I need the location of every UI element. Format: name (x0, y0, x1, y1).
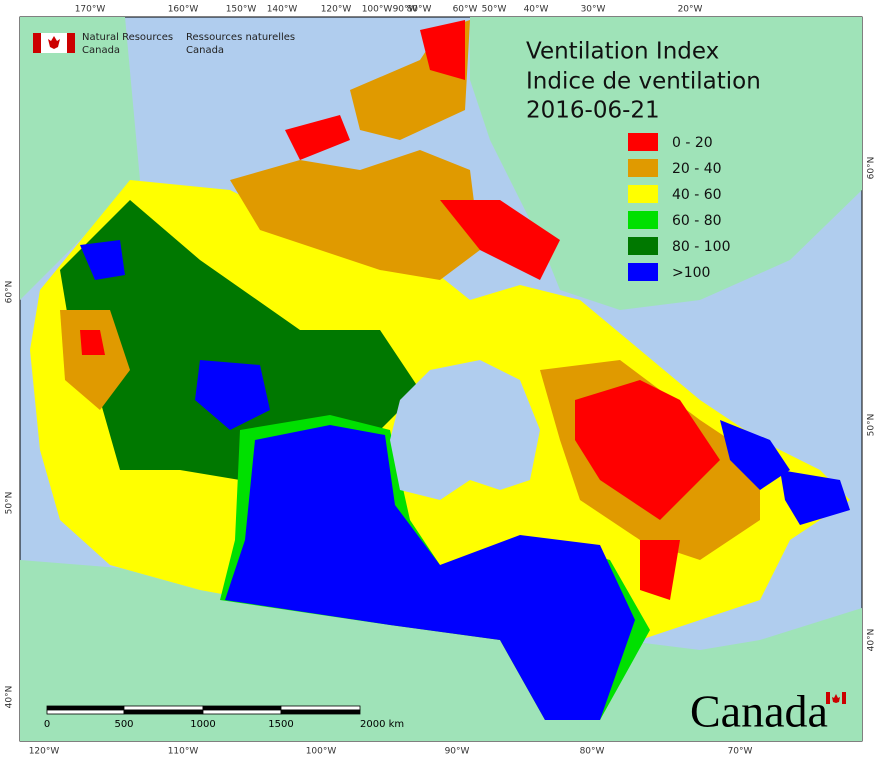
zone-red-gaspe (640, 540, 680, 600)
legend-label: 40 - 60 (672, 187, 722, 203)
title-fr: Indice de ventilation (526, 69, 761, 95)
alaska (20, 17, 140, 300)
scale-label: 0 (44, 719, 50, 730)
lat-label-left: 40°N (5, 686, 15, 709)
legend-swatch (628, 159, 658, 177)
flag-bar-left (33, 33, 41, 53)
arctic-red-baffin (440, 200, 560, 280)
scale-segment (46, 709, 125, 715)
arctic-islands-orange (230, 150, 480, 280)
scale-segment (123, 705, 204, 711)
flag-bar-right (67, 33, 75, 53)
org-en-1: Natural Resources (82, 32, 173, 43)
legend-label: 60 - 80 (672, 213, 722, 229)
maple-leaf (48, 36, 60, 49)
org-fr-2: Canada (186, 45, 224, 56)
legend-label: 0 - 20 (672, 135, 713, 151)
lon-label-top: 50°W (482, 5, 507, 15)
lon-label-top: 170°W (75, 5, 106, 15)
legend-label: 20 - 40 (672, 161, 722, 177)
legend-swatch (628, 133, 658, 151)
greenland (470, 17, 862, 310)
lat-label-right: 60°N (867, 157, 877, 180)
lat-label-left: 60°N (5, 281, 15, 304)
lon-label-bottom: 120°W (29, 747, 60, 757)
legend-swatch (628, 211, 658, 229)
lon-label-top: 120°W (321, 5, 352, 15)
scale-segment (280, 709, 361, 715)
lon-label-top: 150°W (226, 5, 257, 15)
zone-blue-south (225, 425, 635, 720)
united-states (20, 560, 862, 741)
lat-label-right: 40°N (867, 629, 877, 652)
lon-label-top: 140°W (267, 5, 298, 15)
zone-blue-lakes (195, 360, 270, 430)
lon-label-top: 160°W (168, 5, 199, 15)
scale-label: 500 (114, 719, 133, 730)
org-en-2: Canada (82, 45, 120, 56)
scale-bar: 0 500 1000 1500 2000 km (44, 705, 404, 730)
zone-red-west (80, 330, 105, 355)
scale-segment (46, 705, 125, 711)
date: 2016-06-21 (526, 98, 660, 124)
lon-label-bottom: 90°W (445, 747, 470, 757)
scale-label: 2000 km (360, 719, 404, 730)
lon-label-top: 20°W (678, 5, 703, 15)
org-fr-1: Ressources naturelles (186, 32, 295, 43)
zone-red-quebec (575, 380, 720, 520)
zone-blue-labrador (720, 420, 790, 490)
graticule: 170°W 160°W 150°W 140°W 120°W 100°W 90°W80°W 60… (5, 5, 877, 757)
legend-swatch (628, 185, 658, 203)
scale-segment (280, 705, 361, 711)
legend-label: 80 - 100 (672, 239, 731, 255)
wordmark: Canada (690, 686, 828, 737)
lon-label-bottom: 110°W (168, 747, 199, 757)
hudson-bay (390, 360, 540, 500)
lon-label-top: 40°W (524, 5, 549, 15)
zone-green (60, 200, 420, 480)
arctic-red-west (285, 115, 350, 160)
lon-label-top: 80°W (407, 5, 432, 15)
wordmark-flag (826, 692, 846, 704)
legend-swatch (628, 237, 658, 255)
scale-label: 1500 (268, 719, 293, 730)
lat-label-left: 50°N (5, 492, 15, 515)
lon-label-bottom: 70°W (728, 747, 753, 757)
zone-blue-nw (80, 240, 125, 280)
lon-label-top: 30°W (581, 5, 606, 15)
lon-label-top: 100°W (362, 5, 393, 15)
scale-segment (123, 709, 204, 715)
title-en: Ventilation Index (526, 39, 719, 65)
scale-segment (202, 709, 282, 715)
lon-label-bottom: 80°W (580, 747, 605, 757)
zone-blue-newfoundland (780, 470, 850, 525)
arctic-red-north (420, 20, 465, 80)
land (20, 17, 862, 741)
wordmark-flag-right (842, 692, 846, 704)
lat-label-right: 50°N (867, 414, 877, 437)
wordmark-flag-left (826, 692, 830, 704)
lon-label-bottom: 100°W (306, 747, 337, 757)
lon-label-top: 60°W (453, 5, 478, 15)
legend: 0 - 20 20 - 40 40 - 60 60 - 80 80 - 100 >100 (628, 133, 731, 281)
legend-label: >100 (672, 265, 710, 281)
lon-label-top: 90°W (393, 5, 418, 15)
scale-label: 1000 (190, 719, 215, 730)
wordmark-leaf (832, 694, 840, 703)
header-logo: Natural Resources Canada Ressources natu… (33, 32, 295, 56)
legend-swatch (628, 263, 658, 281)
scale-segment (202, 705, 282, 711)
zone-orange-west (60, 310, 130, 410)
